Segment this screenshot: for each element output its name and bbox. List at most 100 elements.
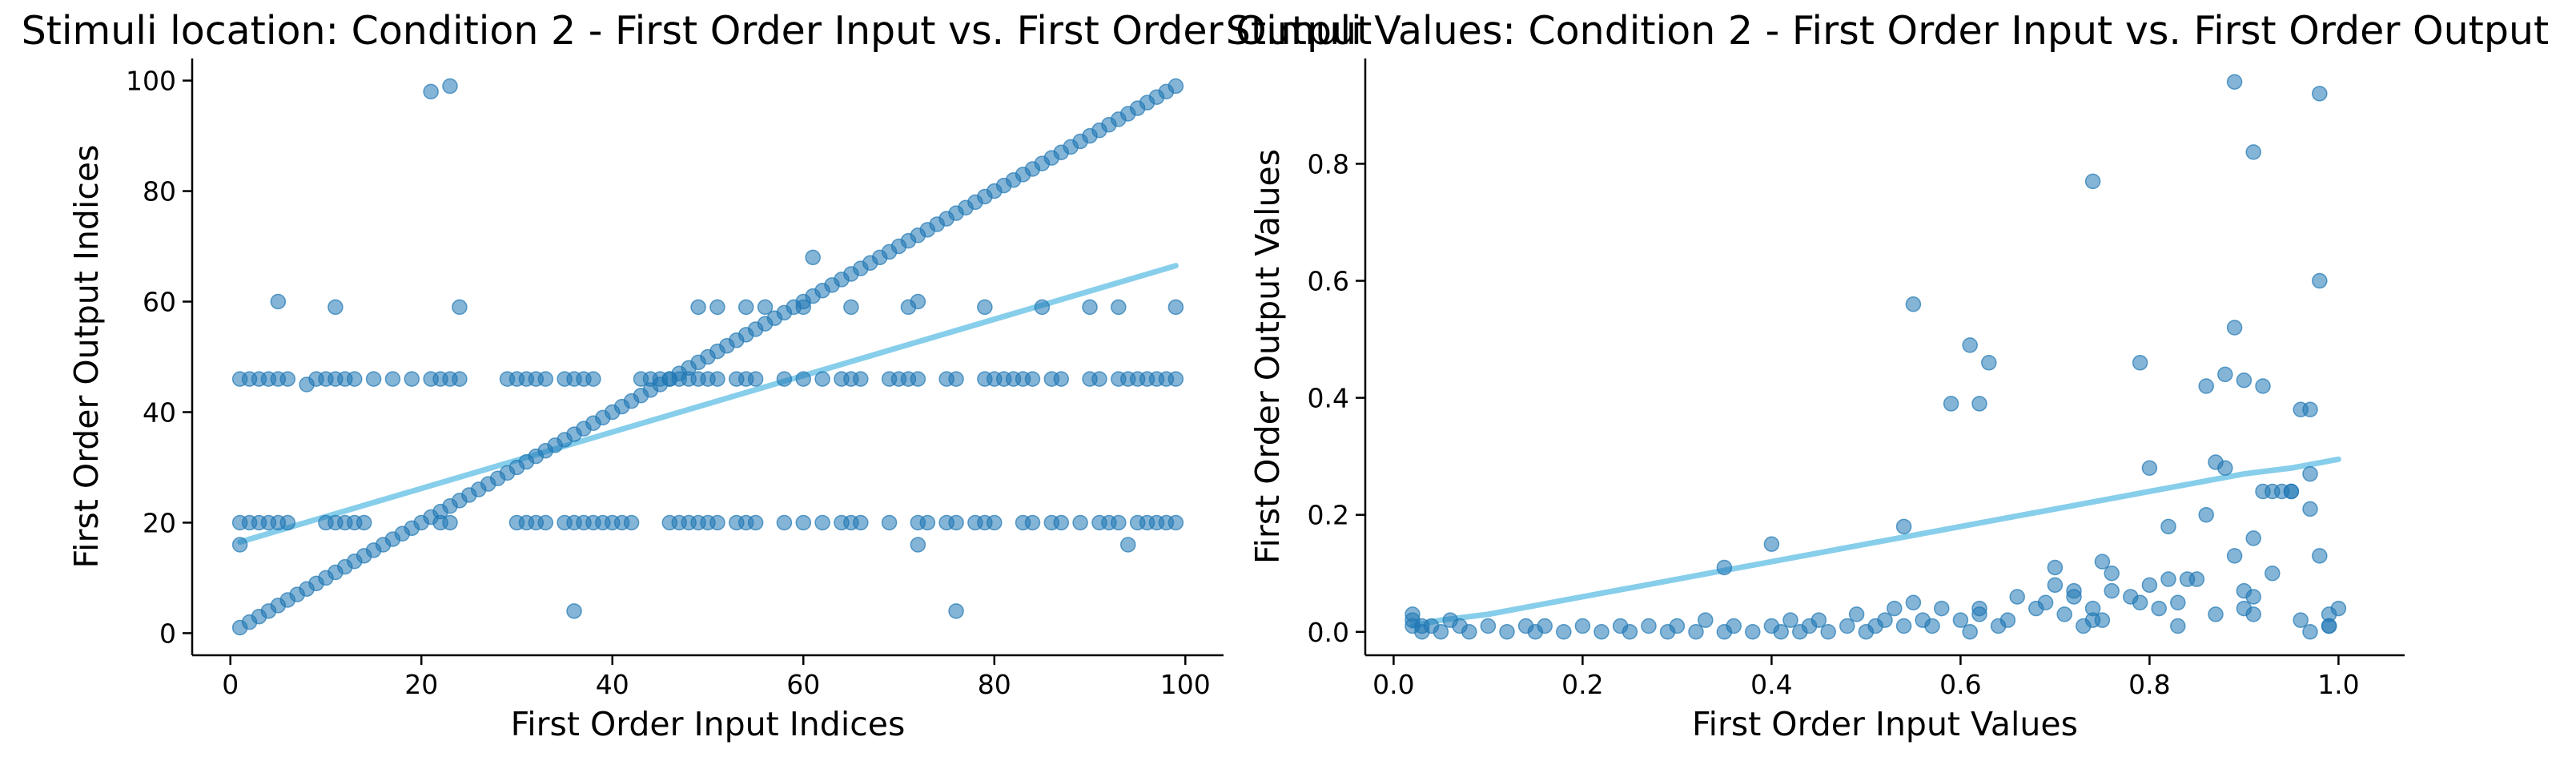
data-point xyxy=(1499,624,1515,640)
data-point xyxy=(2188,571,2205,587)
data-point xyxy=(2312,548,2328,564)
data-point xyxy=(2151,600,2167,617)
data-point xyxy=(2170,594,2186,611)
chart-title-values: Stimuli Values: Condition 2 - First Orde… xyxy=(1226,8,2549,54)
x-tick-label: 80 xyxy=(978,669,1011,700)
data-point xyxy=(1072,514,1088,531)
data-point xyxy=(2132,594,2148,611)
data-point xyxy=(231,537,248,553)
data-point xyxy=(1461,624,1477,640)
data-point xyxy=(1053,514,1070,531)
data-point xyxy=(537,371,554,387)
data-point xyxy=(2056,606,2072,622)
data-point xyxy=(1820,624,1836,640)
data-point xyxy=(2226,548,2243,564)
data-point xyxy=(1877,612,1893,628)
data-point xyxy=(404,371,420,387)
data-point xyxy=(1669,618,1686,634)
data-point xyxy=(365,371,382,387)
data-point xyxy=(1593,624,1609,640)
data-point xyxy=(1773,624,1789,640)
chart-stimuli-values: Stimuli Values: Condition 2 - First Orde… xyxy=(1226,8,2549,743)
y-tick-label: 80 xyxy=(143,176,176,207)
data-point xyxy=(2066,582,2082,599)
data-point xyxy=(2293,612,2309,628)
data-point xyxy=(2104,582,2120,599)
data-point xyxy=(566,603,582,619)
y-tick-label: 100 xyxy=(126,66,176,97)
data-point xyxy=(1810,612,1827,628)
data-point xyxy=(910,293,926,310)
data-point xyxy=(2047,577,2064,594)
data-point xyxy=(1111,299,1127,316)
data-point xyxy=(1574,618,1591,634)
data-point xyxy=(2226,320,2243,336)
x-tick-label: 0.4 xyxy=(1750,669,1792,700)
data-point xyxy=(1167,514,1184,531)
data-point xyxy=(1745,624,1761,640)
data-point xyxy=(757,299,774,316)
data-point xyxy=(2273,483,2290,500)
y-tick-label: 0.2 xyxy=(1308,500,1349,531)
data-point xyxy=(2236,372,2252,389)
data-point xyxy=(690,299,706,316)
data-point xyxy=(814,371,830,387)
data-point xyxy=(1981,355,1997,371)
data-point xyxy=(2245,530,2261,546)
data-point xyxy=(1480,618,1497,634)
data-point xyxy=(776,371,793,387)
data-point xyxy=(2009,589,2025,605)
data-point xyxy=(987,514,1003,531)
data-point xyxy=(2104,565,2120,582)
data-point xyxy=(1034,299,1051,316)
data-point xyxy=(2141,577,2158,594)
data-point xyxy=(2160,571,2176,587)
data-point xyxy=(747,514,764,531)
data-point xyxy=(1433,624,1449,640)
y-tick-label: 0.6 xyxy=(1308,266,1349,297)
data-point xyxy=(1905,594,1922,611)
data-point xyxy=(1962,337,1978,353)
data-point xyxy=(737,299,754,316)
x-axis-label-values: First Order Input Values xyxy=(1692,705,2078,743)
data-point xyxy=(1887,600,1903,617)
x-tick-label: 0 xyxy=(222,669,239,700)
x-axis-label-location: First Order Input Indices xyxy=(511,705,906,743)
data-point xyxy=(2094,554,2111,570)
x-tick-label: 100 xyxy=(1160,669,1211,700)
data-point xyxy=(1971,396,1987,412)
data-point xyxy=(709,514,725,531)
data-point xyxy=(270,293,287,310)
data-point xyxy=(346,371,363,387)
data-point xyxy=(1934,600,1950,617)
data-point xyxy=(919,514,936,531)
y-ticks-location: 0 20 40 60 80 100 xyxy=(126,66,192,649)
x-tick-label: 0.2 xyxy=(1561,669,1603,700)
data-point xyxy=(1698,612,1714,628)
data-point xyxy=(585,371,601,387)
data-point xyxy=(1895,518,1912,535)
data-point xyxy=(1111,514,1127,531)
data-point xyxy=(948,371,964,387)
data-point xyxy=(2217,366,2233,383)
data-point xyxy=(910,371,926,387)
data-point xyxy=(1091,371,1107,387)
data-point xyxy=(805,249,821,266)
data-point xyxy=(1167,299,1184,316)
data-point xyxy=(328,299,344,316)
data-point xyxy=(795,299,812,316)
data-point xyxy=(1167,78,1184,95)
data-point xyxy=(1943,396,1959,412)
data-point xyxy=(1716,559,1733,576)
data-point xyxy=(452,371,468,387)
data-point xyxy=(1895,618,1912,634)
data-point xyxy=(709,371,725,387)
data-point xyxy=(1924,618,1940,634)
data-point xyxy=(442,514,458,531)
data-point xyxy=(2198,506,2214,523)
data-point xyxy=(747,371,764,387)
y-tick-label: 60 xyxy=(143,287,176,318)
data-point xyxy=(1119,537,1136,553)
data-point xyxy=(623,514,640,531)
